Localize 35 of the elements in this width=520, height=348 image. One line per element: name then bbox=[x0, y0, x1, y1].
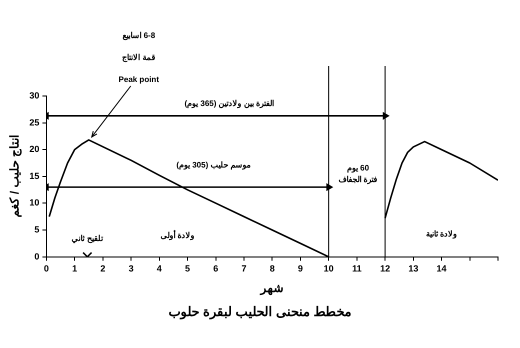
y-tick-label: 15 bbox=[29, 170, 40, 181]
x-axis-title: شهر bbox=[260, 281, 284, 296]
x-tick-label: 11 bbox=[352, 264, 362, 274]
x-tick-label: 13 bbox=[408, 264, 418, 274]
x-tick-label: 12 bbox=[380, 264, 390, 274]
annotation: 60 يوم bbox=[346, 164, 370, 174]
x-tick-label: 8 bbox=[270, 264, 275, 274]
text: قمة الانتاج bbox=[122, 53, 156, 64]
x-tick-label: 1 bbox=[72, 264, 78, 274]
text: مخطط منحنى الحليب لبقرة حلوب bbox=[167, 304, 353, 319]
y-tick-label: 20 bbox=[29, 144, 40, 154]
y-tick-label: 0 bbox=[34, 251, 40, 262]
x-tick-label: 14 bbox=[436, 264, 447, 274]
annotation: Peak point bbox=[118, 75, 160, 84]
y-tick-label: 30 bbox=[29, 90, 40, 100]
text: 6-8 اسابيع bbox=[122, 31, 156, 42]
annotation: الفترة بين ولادتين (365 يوم) bbox=[184, 99, 274, 110]
x-tick-label: 7 bbox=[241, 264, 246, 274]
annotation: ولادة أولى bbox=[160, 228, 194, 242]
annotation: موسم حليب (305 يوم) bbox=[176, 160, 251, 170]
x-tick-label: 0 bbox=[44, 264, 49, 274]
y-tick-label: 10 bbox=[29, 198, 40, 208]
x-tick-label: 4 bbox=[156, 264, 162, 274]
y-axis-title: انتاج حليب / كغم bbox=[8, 135, 23, 218]
x-tick-label: 9 bbox=[298, 264, 303, 274]
y-tick-label: 25 bbox=[29, 117, 40, 128]
x-tick-label: 10 bbox=[324, 264, 334, 274]
x-tick-label: 3 bbox=[128, 264, 134, 274]
y-tick-label: 5 bbox=[34, 224, 40, 234]
x-tick-label: 5 bbox=[185, 264, 190, 274]
x-tick-label: 2 bbox=[100, 264, 106, 274]
annotation: ولادة ثانية bbox=[426, 229, 458, 240]
annotation: فترة الجفاف bbox=[338, 174, 378, 185]
annotation: تلقيح ثاني bbox=[72, 234, 104, 244]
x-tick-label: 6 bbox=[213, 264, 218, 274]
